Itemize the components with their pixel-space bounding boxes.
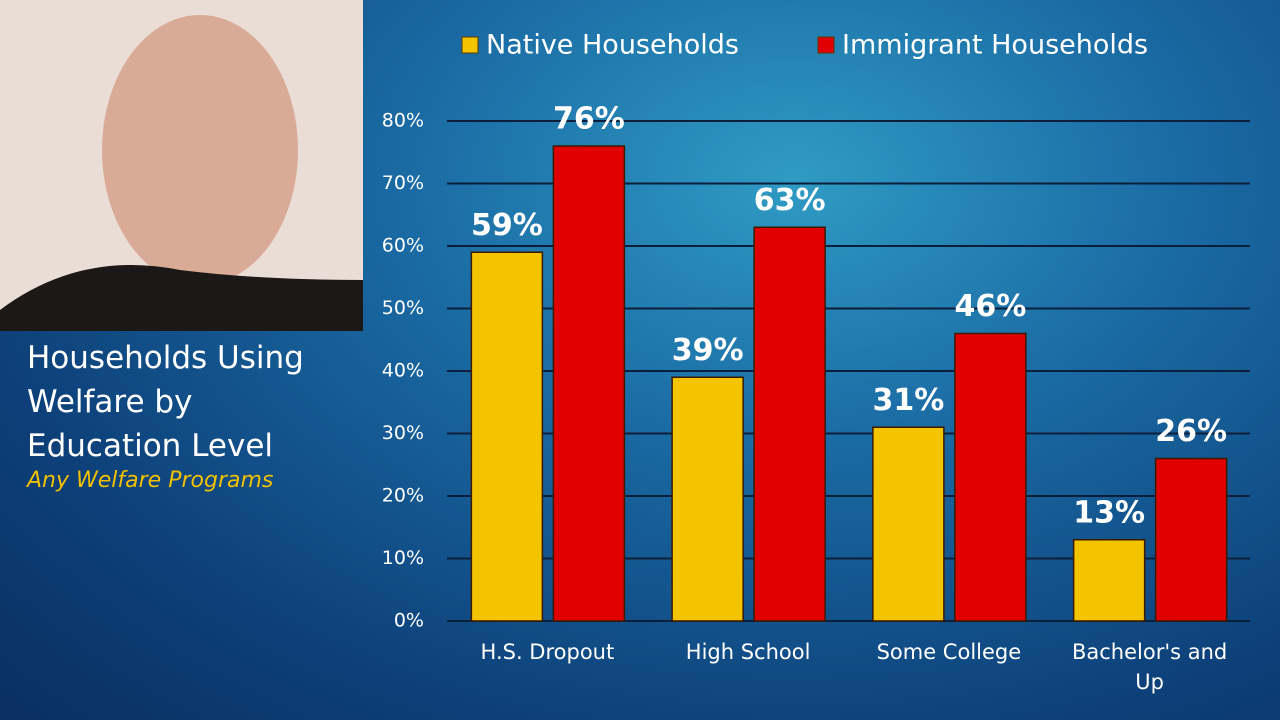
y-tick-label: 30%	[382, 422, 424, 444]
bar	[1072, 539, 1146, 622]
chart-title: Households Using Welfare by Education Le…	[27, 340, 304, 464]
y-tick-label: 10%	[382, 547, 424, 569]
y-tick-label: 60%	[382, 235, 424, 257]
legend-swatch	[817, 36, 835, 54]
y-tick-label: 20%	[382, 485, 424, 507]
y-tick-label: 80%	[382, 110, 424, 132]
value-label: 31%	[872, 383, 944, 418]
value-label: 59%	[471, 208, 543, 243]
legend-swatch	[461, 36, 479, 54]
legend-label: Immigrant Households	[842, 30, 1148, 61]
y-tick-label: 40%	[382, 360, 424, 382]
value-label: 76%	[553, 102, 625, 137]
legend-label: Native Households	[486, 30, 739, 61]
value-label: 13%	[1073, 495, 1145, 530]
bar	[1154, 457, 1228, 622]
bar	[954, 332, 1027, 622]
value-label: 63%	[754, 183, 826, 218]
value-label: 39%	[672, 333, 744, 368]
x-tick-label: High School	[685, 640, 811, 664]
webcam-person	[102, 15, 298, 285]
bar	[872, 426, 945, 622]
chart-subtitle: Any Welfare Programs	[27, 468, 274, 493]
x-tick-label: H.S. Dropout	[480, 640, 615, 664]
x-tick-label: Some College	[876, 640, 1022, 664]
value-label: 26%	[1155, 414, 1227, 449]
x-tick-label: Bachelor's and Up	[1071, 640, 1228, 694]
y-tick-label: 50%	[382, 297, 424, 319]
value-label: 46%	[954, 289, 1026, 324]
y-tick-label: 70%	[382, 172, 424, 194]
bar	[470, 251, 544, 622]
y-tick-label: 0%	[394, 610, 424, 632]
bar	[552, 145, 626, 622]
webcam-shirt	[0, 265, 363, 331]
bar	[753, 226, 826, 622]
bar	[671, 376, 744, 622]
